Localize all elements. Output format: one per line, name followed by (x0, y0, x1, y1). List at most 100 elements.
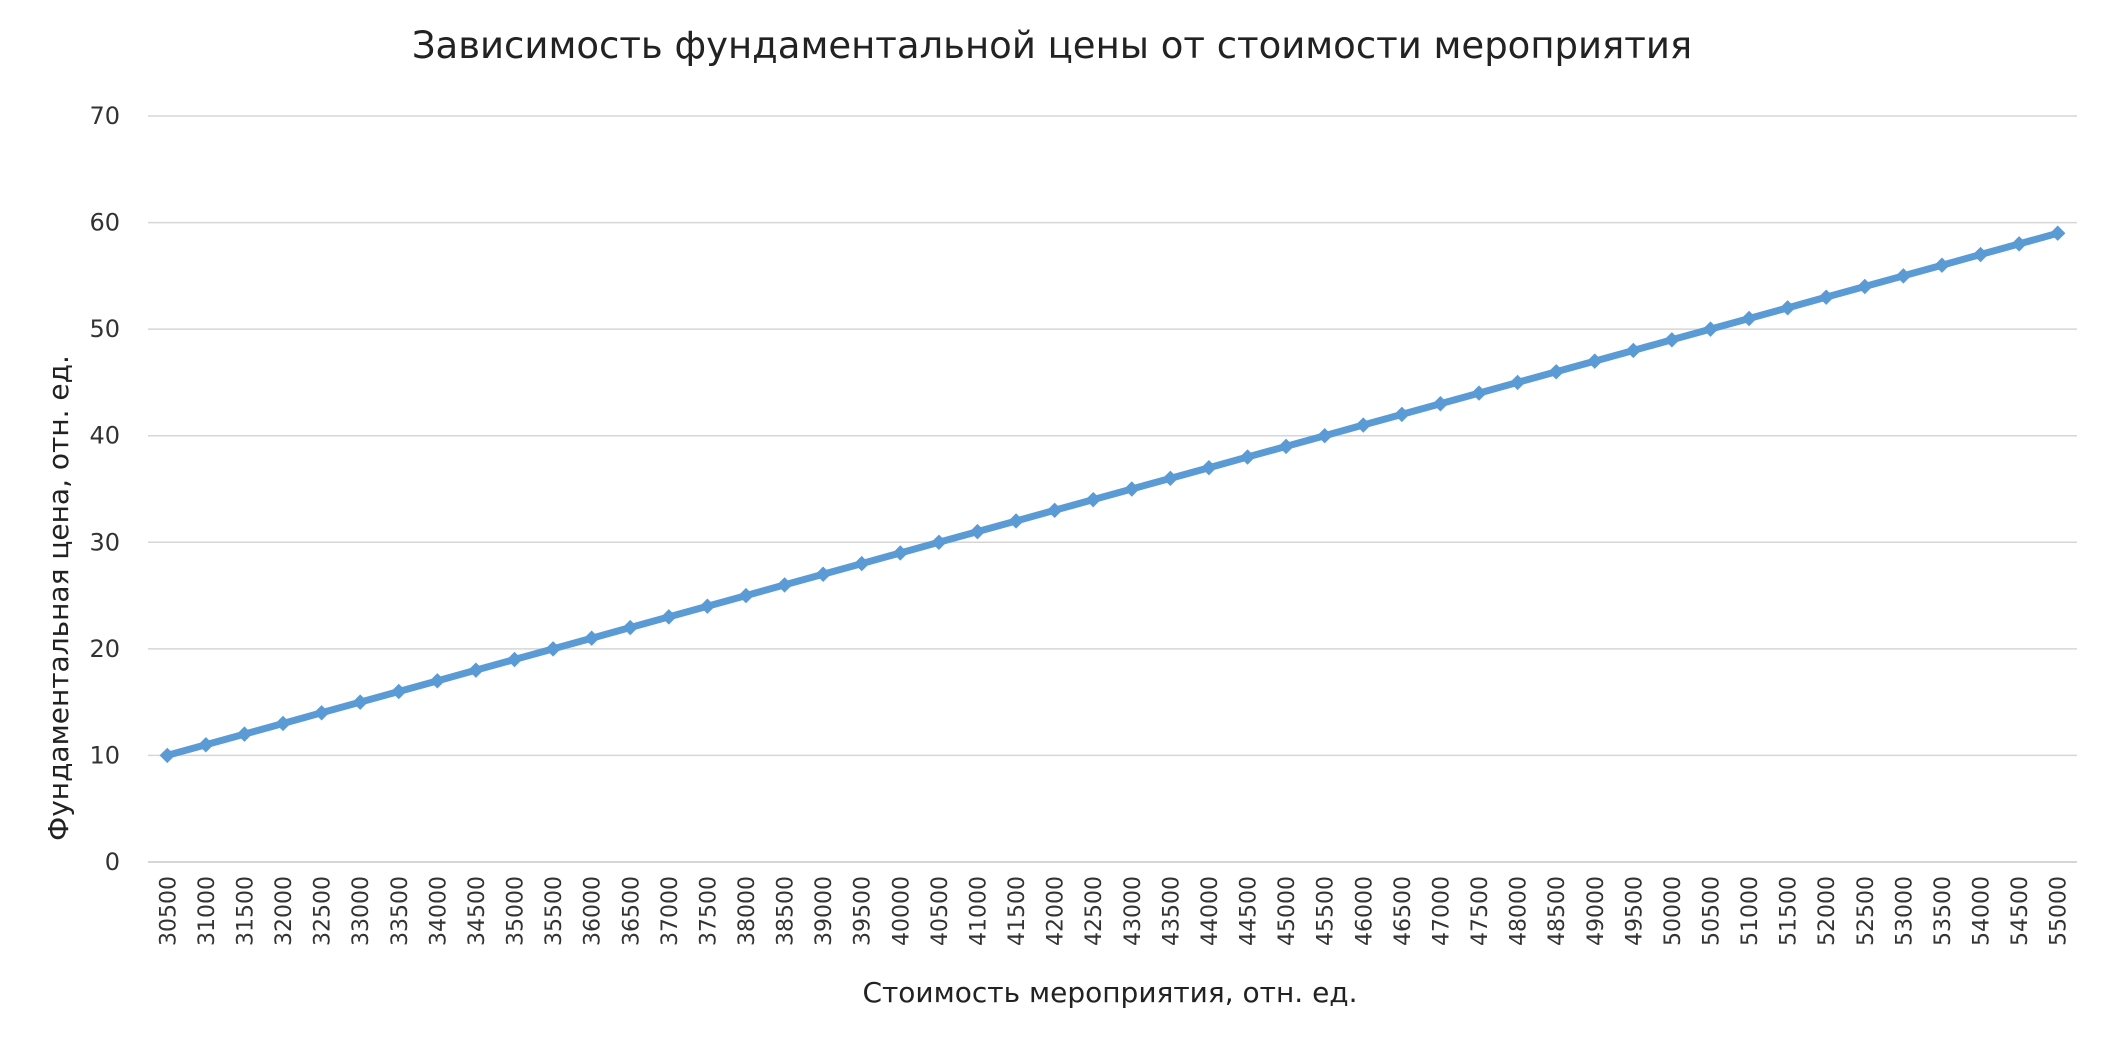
x-tick-label: 33500 (388, 876, 413, 946)
x-tick-label: 47500 (1468, 876, 1493, 946)
data-point-marker (1471, 385, 1487, 401)
data-point-marker (776, 577, 793, 593)
data-point-marker (468, 662, 484, 678)
data-point-marker (1316, 428, 1333, 444)
x-tick-label: 37500 (696, 876, 721, 946)
x-tick-label: 49000 (1584, 876, 1609, 946)
data-point-marker (1278, 438, 1294, 455)
y-tick-label: 0 (105, 848, 120, 876)
x-tick-label: 45500 (1314, 876, 1339, 946)
data-point-marker (622, 619, 638, 636)
x-axis-ticks: 30500 31000 31500 32000 32500 33000 33500 34000… (156, 876, 2071, 946)
x-tick-label: 39000 (812, 876, 837, 946)
data-point-marker (1664, 332, 1680, 348)
data-point-marker (1201, 459, 1217, 476)
data-point-marker (1085, 491, 1101, 508)
x-tick-label: 31000 (195, 876, 220, 946)
y-axis-label: Фундаментальная цена, отн. ед. (42, 355, 75, 841)
x-tick-label: 53000 (1892, 876, 1917, 946)
gridlines (148, 115, 2077, 757)
x-tick-label: 51500 (1777, 876, 1802, 946)
data-point-marker (198, 737, 214, 753)
x-tick-label: 31500 (233, 876, 258, 946)
x-tick-label: 30500 (156, 876, 181, 946)
data-point-marker (506, 651, 523, 668)
data-point-marker (1857, 278, 1873, 295)
data-point-marker (931, 534, 947, 550)
x-tick-label: 54500 (2008, 876, 2033, 946)
data-point-marker (1741, 310, 1757, 327)
data-point-marker (1046, 502, 1063, 519)
x-tick-label: 40500 (928, 876, 953, 946)
data-point-marker (1008, 513, 1024, 529)
y-tick-label: 20 (89, 635, 120, 663)
data-point-marker (1818, 289, 1834, 305)
data-point-marker (352, 694, 368, 710)
x-tick-label: 39500 (851, 876, 876, 946)
data-point-marker (545, 641, 561, 657)
data-point-marker (1432, 396, 1449, 412)
y-tick-label: 10 (89, 741, 120, 769)
x-tick-label: 37000 (658, 876, 683, 946)
data-point-marker (969, 523, 986, 540)
data-point-marker (1509, 374, 1526, 391)
data-point-marker (1548, 364, 1564, 380)
x-tick-label: 36000 (581, 876, 606, 946)
data-point-marker (815, 566, 831, 582)
x-tick-label: 52000 (1815, 876, 1840, 946)
x-tick-label: 46000 (1352, 876, 1377, 946)
data-point-marker (391, 683, 407, 700)
y-tick-label: 70 (89, 102, 120, 130)
data-point-marker (1895, 268, 1912, 284)
data-point-marker (2011, 236, 2027, 252)
x-tick-label: 48000 (1507, 876, 1532, 946)
data-point-marker (1239, 449, 1256, 465)
y-tick-label: 50 (89, 315, 120, 343)
data-point-marker (738, 587, 754, 604)
y-tick-label: 30 (89, 528, 120, 556)
data-point-marker (275, 715, 291, 732)
x-tick-label: 50500 (1699, 876, 1724, 946)
data-point-marker (583, 630, 600, 646)
data-point-marker (854, 555, 870, 572)
data-point-marker (1124, 481, 1140, 497)
x-tick-label: 54000 (1970, 876, 1995, 946)
data-point-marker (1779, 300, 1796, 316)
data-point-marker (1972, 246, 1989, 263)
data-point-marker (429, 673, 446, 689)
x-tick-label: 35500 (542, 876, 567, 946)
data-point-marker (1934, 257, 1950, 273)
x-tick-label: 53500 (1931, 876, 1956, 946)
x-tick-label: 32000 (272, 876, 297, 946)
x-tick-label: 33000 (349, 876, 374, 946)
y-axis-ticks: 0 10 20 30 40 50 60 70 (89, 102, 120, 876)
x-tick-label: 41500 (1005, 876, 1030, 946)
x-tick-label: 47000 (1429, 876, 1454, 946)
x-tick-label: 52500 (1854, 876, 1879, 946)
data-point-marker (1625, 342, 1642, 359)
y-tick-label: 40 (89, 422, 120, 450)
x-tick-label: 40000 (889, 876, 914, 946)
x-tick-label: 38000 (735, 876, 760, 946)
x-tick-label: 41000 (966, 876, 991, 946)
x-tick-label: 36500 (619, 876, 644, 946)
x-tick-label: 43500 (1159, 876, 1184, 946)
x-tick-label: 45000 (1275, 876, 1300, 946)
x-tick-label: 55000 (2047, 876, 2072, 946)
x-tick-label: 38500 (774, 876, 799, 946)
y-tick-label: 60 (89, 209, 120, 237)
data-point-marker (1587, 353, 1603, 369)
data-point-marker (661, 609, 677, 625)
data-point-marker (159, 747, 175, 764)
data-point-marker (892, 545, 909, 561)
data-point-marker (1355, 417, 1371, 433)
x-tick-label: 34500 (465, 876, 490, 946)
data-point-marker (1162, 470, 1179, 487)
series-line (163, 229, 2062, 759)
x-tick-label: 44000 (1198, 876, 1223, 946)
x-tick-label: 34000 (426, 876, 451, 946)
x-tick-label: 42500 (1082, 876, 1107, 946)
chart-title: Зависимость фундаментальной цены от стои… (412, 24, 1692, 67)
x-axis-label: Стоимость мероприятия, отн. ед. (862, 976, 1357, 1009)
